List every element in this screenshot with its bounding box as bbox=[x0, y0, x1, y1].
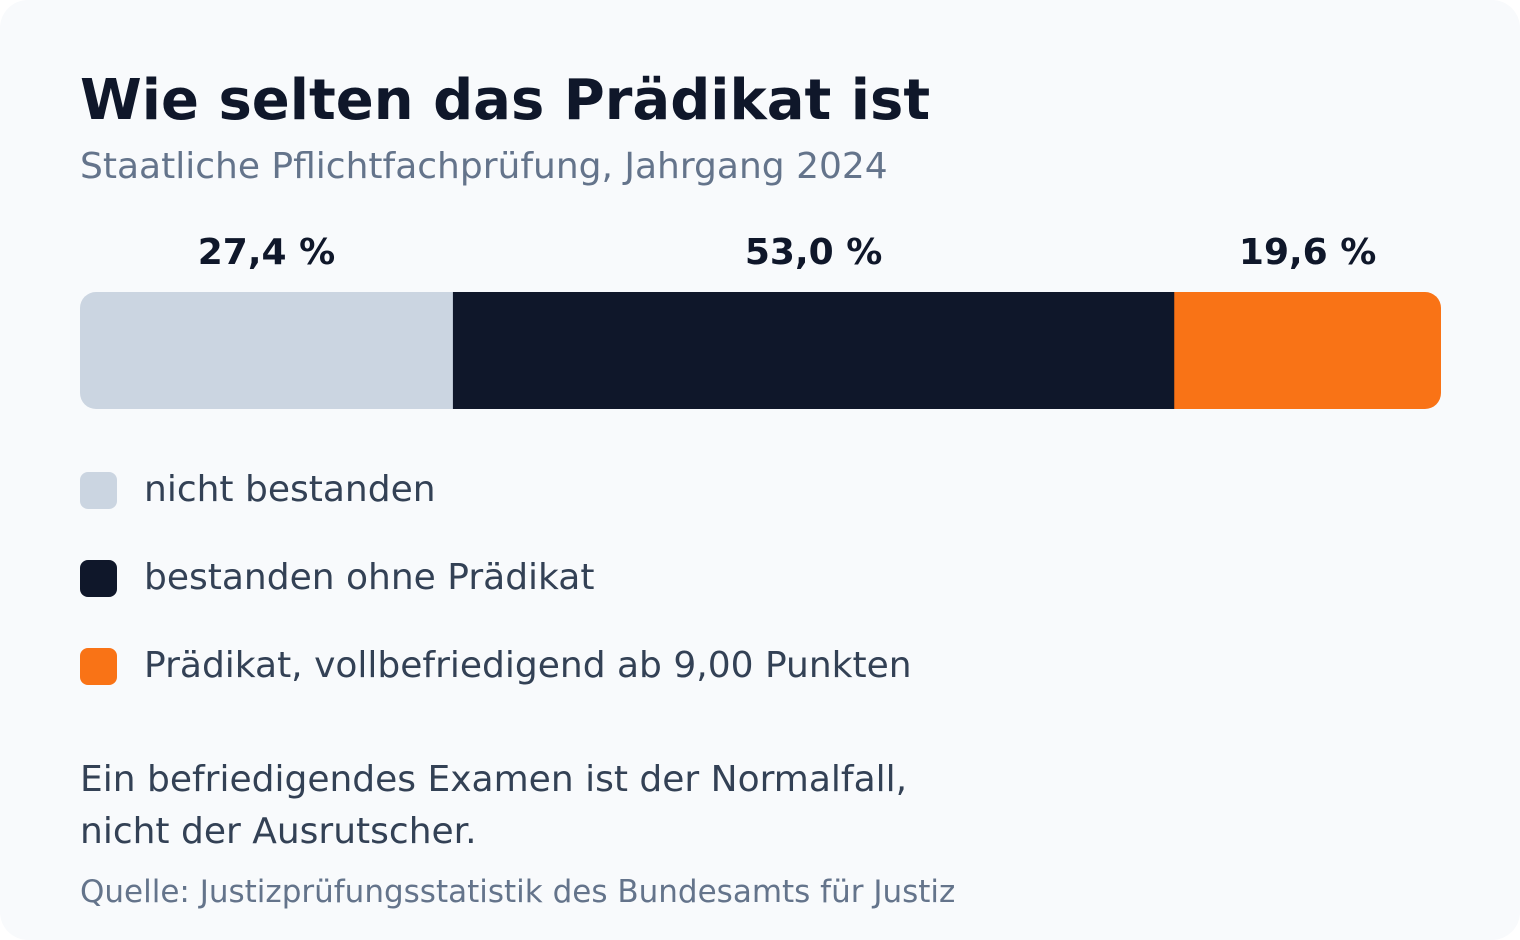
bar-segment-0 bbox=[80, 292, 454, 409]
legend-swatch bbox=[80, 472, 117, 509]
bar-segment-2 bbox=[1174, 292, 1441, 409]
bar-segments bbox=[80, 292, 1441, 409]
stacked-bar-chart: 27,4 % 53,0 % 19,6 % bbox=[80, 232, 1441, 409]
data-label-2: 19,6 % bbox=[1239, 232, 1376, 273]
legend-swatch bbox=[80, 648, 117, 685]
legend-swatch bbox=[80, 560, 117, 597]
data-label-1: 53,0 % bbox=[745, 232, 882, 273]
takeaway-note: Ein befriedigendes Examen ist der Normal… bbox=[80, 754, 1080, 858]
chart-subtitle: Staatliche Pflichtfachprüfung, Jahrgang … bbox=[80, 146, 888, 187]
chart-title: Wie selten das Prädikat ist bbox=[80, 68, 931, 133]
data-label-0: 27,4 % bbox=[198, 232, 335, 273]
bar-segment-1 bbox=[452, 292, 1175, 409]
note-line: Ein befriedigendes Examen ist der Normal… bbox=[80, 759, 908, 800]
legend-label: nicht bestanden bbox=[144, 469, 436, 510]
legend-label: bestanden ohne Prädikat bbox=[144, 557, 595, 598]
note-line: nicht der Ausrutscher. bbox=[80, 811, 477, 852]
source-note: Quelle: Justizprüfungsstatistik des Bund… bbox=[80, 874, 956, 910]
legend-label: Prädikat, vollbefriedigend ab 9,00 Punkt… bbox=[144, 645, 912, 686]
